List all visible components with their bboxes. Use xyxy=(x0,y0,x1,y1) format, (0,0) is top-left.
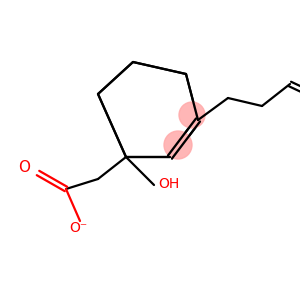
Text: OH: OH xyxy=(158,177,179,191)
Circle shape xyxy=(164,131,192,159)
Text: O⁻: O⁻ xyxy=(69,221,87,235)
Text: O: O xyxy=(18,160,30,175)
Circle shape xyxy=(179,102,205,128)
